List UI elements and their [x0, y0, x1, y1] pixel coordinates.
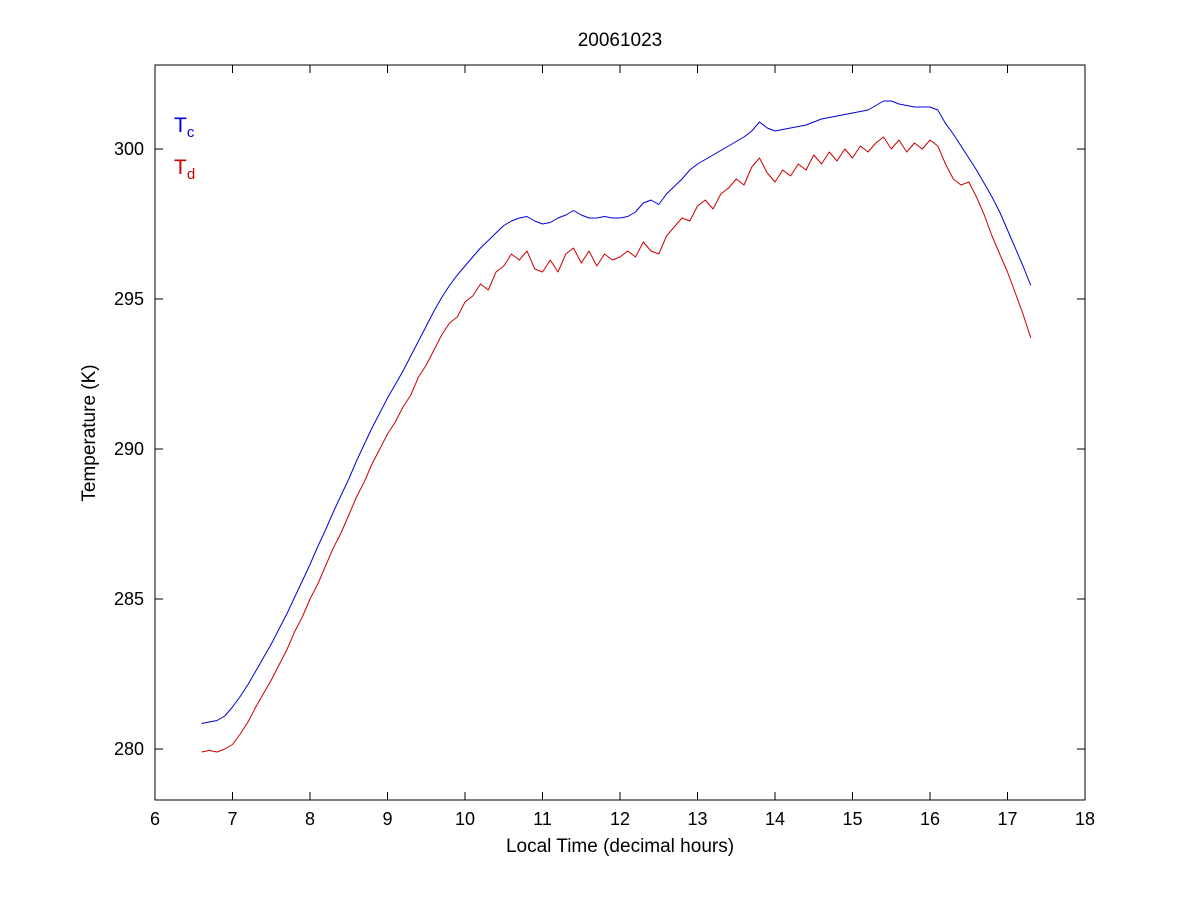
tc-line — [201, 100, 1032, 724]
x-tick-label: 8 — [305, 809, 315, 829]
legend-td-sub: d — [186, 166, 196, 184]
x-tick-label: 9 — [382, 809, 392, 829]
x-tick-label: 15 — [842, 809, 862, 829]
x-tick-label: 10 — [455, 809, 475, 829]
x-tick-label: 14 — [765, 809, 785, 829]
plot-box — [154, 64, 1086, 801]
x-tick-label: 7 — [227, 809, 237, 829]
y-tick-label: 295 — [114, 289, 144, 309]
x-tick-label: 13 — [687, 809, 707, 829]
y-tick-label: 285 — [114, 589, 144, 609]
td-line — [201, 136, 1032, 753]
x-tick-label: 16 — [920, 809, 940, 829]
y-tick-label: 280 — [114, 739, 144, 759]
x-tick-label: 6 — [150, 809, 160, 829]
x-tick-label: 18 — [1075, 809, 1095, 829]
x-tick-label: 11 — [533, 809, 552, 829]
y-tick-label: 290 — [114, 439, 144, 459]
y-tick-label: 300 — [114, 139, 144, 159]
legend-entry-tc: Tc — [174, 114, 194, 145]
y-axis-label: Temperature (K) — [79, 364, 100, 501]
x-axis-label: Local Time (decimal hours) — [506, 836, 734, 857]
x-tick-label: 17 — [997, 809, 1017, 829]
x-tick-label: 12 — [610, 809, 630, 829]
legend-tc-main: T — [174, 114, 187, 137]
legend-tc-sub: c — [186, 124, 195, 142]
legend-td-main: T — [174, 156, 187, 179]
legend-entry-td: Td — [174, 156, 195, 187]
chart-title: 20061023 — [578, 30, 663, 51]
